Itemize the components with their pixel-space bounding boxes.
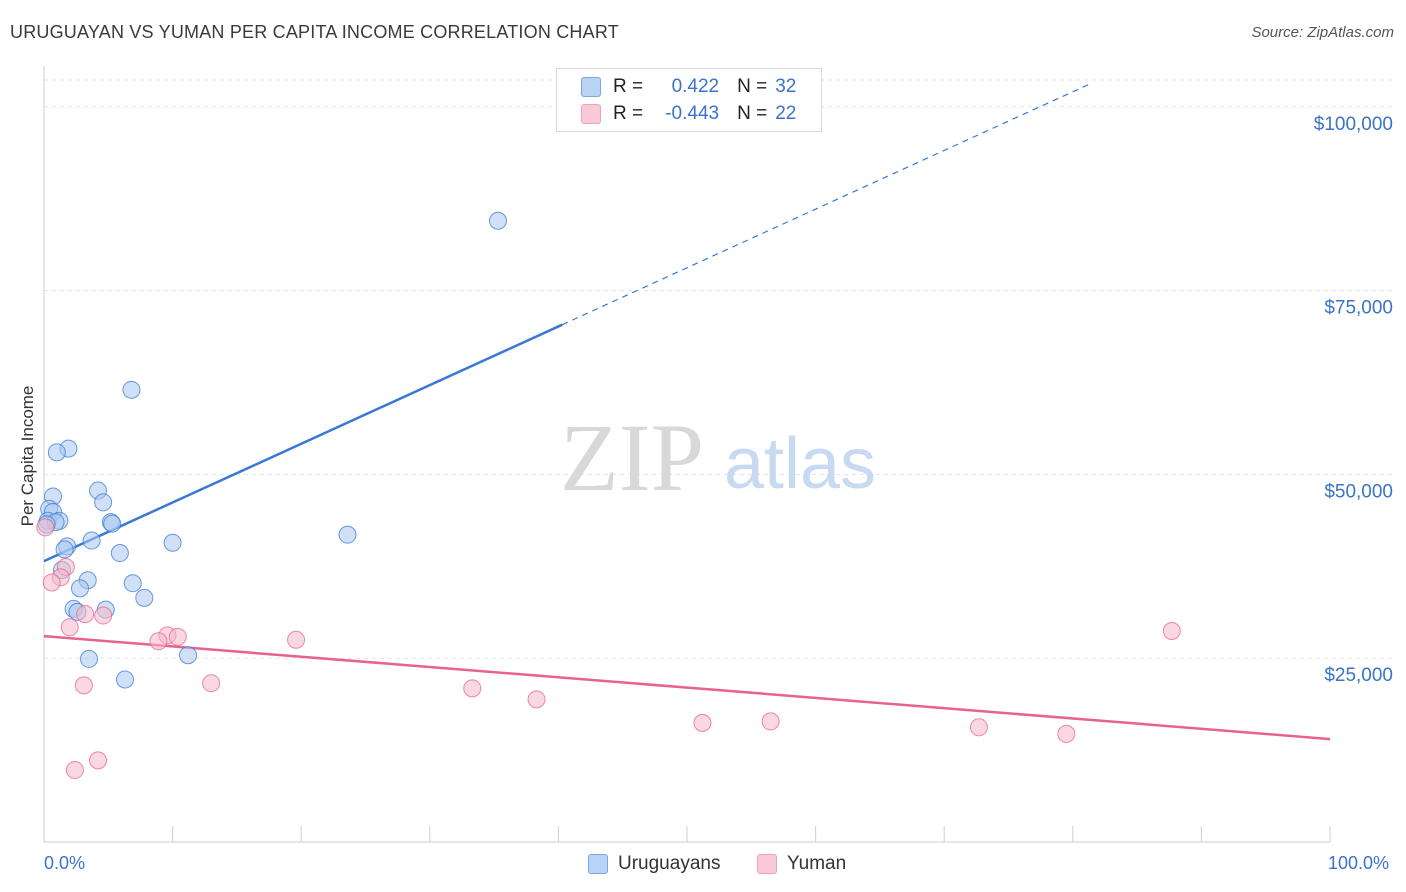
legend-swatch-blue — [581, 77, 601, 97]
data-point-uruguayans — [338, 525, 357, 544]
correlation-legend: R = 0.422 N = 32 R = -0.443 N = 22 — [556, 68, 822, 132]
y-tick-label: $50,000 — [1324, 481, 1393, 502]
data-point-yuman — [94, 606, 113, 625]
legend-row-yuman: R = -0.443 N = 22 — [581, 102, 796, 126]
data-point-uruguayans — [488, 211, 507, 230]
data-point-yuman — [65, 760, 84, 779]
data-point-uruguayans — [55, 540, 74, 559]
data-point-yuman — [74, 676, 93, 695]
data-point-yuman — [693, 713, 712, 732]
axes — [43, 66, 1331, 843]
trend-lines — [43, 84, 1331, 741]
bottom-legend-label: Uruguayans — [618, 853, 721, 874]
data-point-yuman — [36, 518, 55, 537]
legend-n-value: 32 — [775, 76, 797, 97]
legend-n-label: N = — [737, 76, 768, 97]
legend-r-label: R = — [613, 103, 644, 124]
data-point-uruguayans — [163, 533, 182, 552]
data-point-yuman — [463, 679, 482, 698]
data-point-yuman — [149, 632, 168, 651]
x-tick-label-max: 100.0% — [1328, 853, 1390, 873]
bottom-legend-label: Yuman — [787, 853, 847, 874]
data-point-uruguayans — [80, 649, 99, 668]
data-point-uruguayans — [47, 443, 66, 462]
data-point-yuman — [89, 751, 108, 770]
data-point-uruguayans — [103, 514, 122, 533]
data-point-uruguayans — [94, 493, 113, 512]
bottom-legend-uruguayans: Uruguayans — [588, 852, 720, 876]
data-point-yuman — [761, 712, 780, 731]
data-point-yuman — [969, 718, 988, 737]
data-point-uruguayans — [116, 670, 135, 689]
data-point-yuman — [42, 573, 61, 592]
y-tick-labels: $25,000 $50,000 $75,000 $100,000 — [1314, 114, 1393, 686]
x-tick-label-min: 0.0% — [44, 853, 86, 873]
data-point-yuman — [168, 627, 187, 646]
grid-lines — [44, 79, 1392, 659]
bottom-legend-yuman: Yuman — [757, 852, 846, 876]
legend-r-value: -0.443 — [665, 103, 720, 124]
data-point-yuman — [60, 618, 79, 637]
data-point-yuman — [1057, 724, 1076, 743]
legend-n-value: 22 — [775, 103, 797, 124]
trend-line-solid — [43, 323, 563, 563]
data-point-uruguayans — [122, 380, 141, 399]
y-tick-label: $100,000 — [1314, 114, 1393, 135]
data-point-uruguayans — [71, 579, 90, 598]
data-point-yuman — [1162, 621, 1181, 640]
data-points — [36, 211, 1181, 779]
legend-row-uruguayans: R = 0.422 N = 32 — [581, 75, 796, 99]
data-point-yuman — [287, 630, 306, 649]
watermark-atlas: atlas — [724, 424, 876, 504]
legend-r-label: R = — [613, 76, 644, 97]
data-point-uruguayans — [82, 531, 101, 550]
legend-r-value: 0.422 — [671, 76, 720, 97]
y-axis-label: Per Capita Income — [18, 385, 37, 527]
chart-title: URUGUAYAN VS YUMAN PER CAPITA INCOME COR… — [10, 22, 619, 42]
data-point-uruguayans — [123, 574, 142, 593]
legend-swatch-pink — [581, 104, 601, 124]
source-label: Source: ZipAtlas.com — [1251, 24, 1394, 41]
legend-n-label: N = — [737, 103, 768, 124]
y-tick-label: $75,000 — [1324, 298, 1393, 319]
watermark-zip: ZIP — [560, 404, 704, 511]
data-point-uruguayans — [135, 588, 154, 607]
bottom-legend-swatch-blue — [588, 854, 608, 874]
data-point-yuman — [527, 690, 546, 709]
data-point-yuman — [76, 605, 95, 624]
watermark: ZIP atlas — [560, 404, 876, 511]
y-tick-label: $25,000 — [1324, 665, 1393, 686]
trend-line-dashed — [562, 84, 1089, 326]
data-point-uruguayans — [179, 646, 198, 665]
data-point-yuman — [202, 674, 221, 693]
data-point-uruguayans — [110, 544, 129, 563]
bottom-legend-swatch-pink — [757, 854, 777, 874]
trend-line-solid — [43, 634, 1331, 741]
